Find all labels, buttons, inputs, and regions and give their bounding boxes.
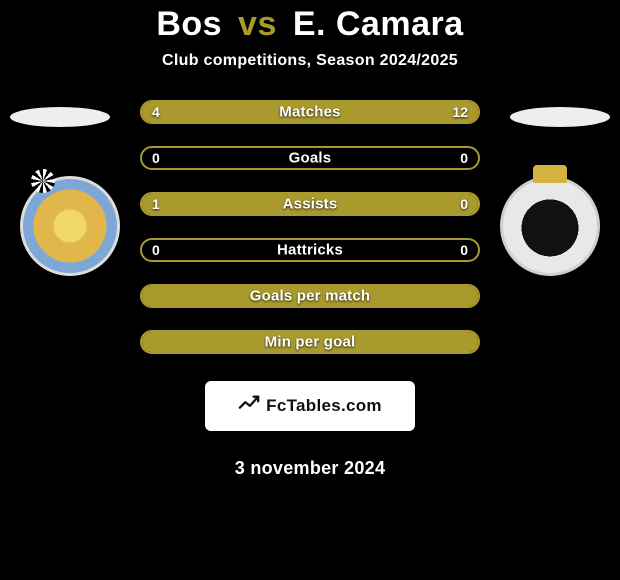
stat-value-right: 0	[460, 196, 468, 212]
subtitle: Club competitions, Season 2024/2025	[0, 52, 620, 70]
stat-value-right: 0	[460, 150, 468, 166]
stat-bar: Assists 1 0	[140, 192, 480, 216]
stat-label: Assists	[283, 196, 338, 213]
brand-icon	[238, 393, 260, 420]
stat-value-left: 0	[152, 150, 160, 166]
stat-bar: Matches 4 12	[140, 100, 480, 124]
stat-value-left: 4	[152, 104, 160, 120]
brand-text: FcTables.com	[266, 396, 382, 416]
stat-bar: Min per goal	[140, 330, 480, 354]
stat-value-right: 12	[452, 104, 468, 120]
stats-stage: Matches412Goals00Assists10Hattricks00Goa…	[0, 100, 620, 510]
stat-label: Matches	[279, 104, 340, 121]
stat-bar: Goals 0 0	[140, 146, 480, 170]
stat-label: Goals per match	[250, 288, 371, 305]
bar-fill-right	[226, 102, 478, 122]
player2-name: E. Camara	[293, 5, 464, 43]
stat-bar: Goals per match	[140, 284, 480, 308]
stat-value-left: 1	[152, 196, 160, 212]
brand-box[interactable]: FcTables.com	[205, 381, 415, 431]
player1-club-crest	[20, 176, 120, 276]
stat-value-left: 0	[152, 242, 160, 258]
date-text: 3 november 2024	[0, 458, 620, 479]
player1-name: Bos	[156, 5, 222, 43]
page-title: Bos vs E. Camara	[0, 5, 620, 44]
stat-bar: Hattricks 0 0	[140, 238, 480, 262]
stat-label: Hattricks	[277, 242, 343, 259]
player1-platform	[10, 107, 110, 127]
player2-club-crest	[500, 176, 600, 276]
stat-label: Goals	[289, 150, 332, 167]
stats-bar-list: Matches412Goals00Assists10Hattricks00Goa…	[140, 100, 480, 354]
vs-separator: vs	[238, 5, 277, 43]
player2-platform	[510, 107, 610, 127]
stat-value-right: 0	[460, 242, 468, 258]
stat-label: Min per goal	[265, 334, 356, 351]
